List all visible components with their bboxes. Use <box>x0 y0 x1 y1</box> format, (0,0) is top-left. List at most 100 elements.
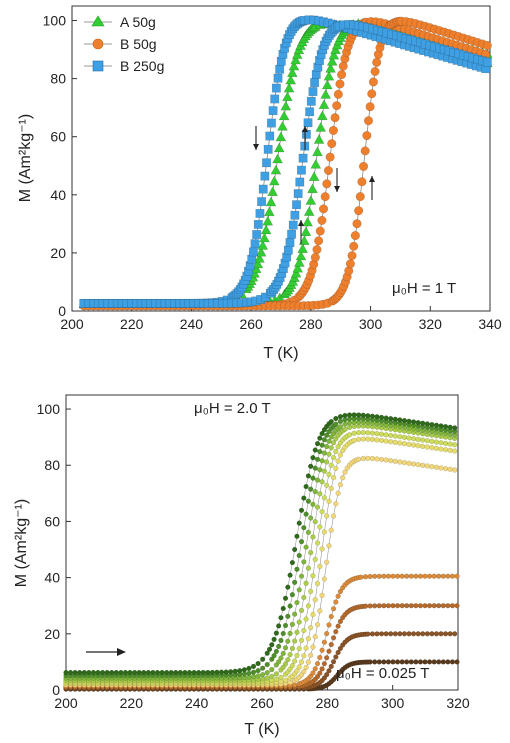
data-point <box>397 417 403 423</box>
y-tick-label: 40 <box>44 570 60 586</box>
data-point <box>289 560 295 566</box>
data-point <box>290 54 302 65</box>
data-point <box>312 666 318 672</box>
data-point <box>454 573 460 579</box>
data-point <box>317 449 323 455</box>
data-point <box>433 445 440 451</box>
data-point <box>410 419 417 425</box>
data-point <box>394 603 401 609</box>
data-point <box>335 623 341 629</box>
data-point <box>285 584 291 590</box>
data-point <box>367 89 377 99</box>
data-point <box>314 236 324 246</box>
data-point <box>293 189 303 199</box>
data-point <box>370 66 380 77</box>
data-point <box>173 669 179 676</box>
data-point <box>285 74 297 85</box>
y-tick-label: 20 <box>50 245 66 261</box>
data-point <box>420 437 426 443</box>
data-point <box>362 130 372 141</box>
data-point <box>141 669 147 676</box>
bottom-y-axis-title: M (Am²kg⁻¹) <box>13 499 30 587</box>
data-point <box>218 669 225 675</box>
data-point <box>314 456 321 462</box>
data-point <box>285 613 291 619</box>
data-point <box>266 118 276 128</box>
y-tick-label: 40 <box>50 187 66 203</box>
bottom-y-ticks: 0 20 40 60 80 100 <box>37 401 71 698</box>
y-tick-label: 60 <box>44 513 60 529</box>
data-point <box>399 659 405 665</box>
data-point <box>255 246 267 257</box>
data-point <box>404 659 410 665</box>
bottom-x-ticks: 200 220 240 260 280 300 320 <box>54 685 470 711</box>
top-legend: A 50g B 50g B 250g <box>78 10 190 74</box>
data-point <box>408 603 414 609</box>
data-point <box>316 110 328 121</box>
data-point <box>267 186 279 196</box>
data-point <box>337 618 344 625</box>
data-point <box>310 611 316 618</box>
data-point <box>326 498 332 504</box>
data-point <box>321 639 327 645</box>
data-point <box>303 664 309 671</box>
field-series-5 <box>63 436 459 687</box>
data-point <box>265 131 275 141</box>
field-series-9 <box>63 416 459 678</box>
data-point <box>282 622 289 629</box>
data-point <box>159 669 165 676</box>
data-point <box>374 431 380 437</box>
data-point <box>433 631 440 637</box>
data-point <box>292 262 304 273</box>
data-point <box>346 412 353 418</box>
data-point <box>308 588 314 595</box>
data-point <box>282 677 289 683</box>
direction-arrow-head <box>369 176 375 182</box>
data-point <box>401 631 408 637</box>
data-point <box>401 418 408 424</box>
data-point <box>440 573 446 579</box>
data-point <box>317 670 323 676</box>
data-point <box>252 258 264 269</box>
data-point <box>277 120 288 131</box>
data-point <box>278 110 290 121</box>
data-point <box>314 661 321 667</box>
data-point <box>296 587 302 593</box>
data-point <box>394 573 401 579</box>
data-point <box>406 441 412 447</box>
data-point <box>63 669 69 676</box>
data-point <box>301 559 307 565</box>
data-point <box>292 638 298 644</box>
data-point <box>275 131 287 142</box>
data-point <box>312 556 318 563</box>
data-point <box>271 653 277 659</box>
data-point <box>278 655 284 661</box>
data-point <box>319 647 325 653</box>
data-point <box>324 559 330 565</box>
data-point <box>452 467 458 473</box>
data-point <box>365 102 375 112</box>
data-point <box>200 669 206 676</box>
data-point <box>452 448 458 454</box>
data-point <box>254 252 265 263</box>
data-point <box>315 121 327 132</box>
data-point <box>433 439 440 445</box>
data-point <box>426 573 433 579</box>
data-point <box>262 215 274 226</box>
data-point <box>303 483 309 490</box>
top-series-group <box>78 15 493 311</box>
data-point <box>454 659 460 665</box>
data-point <box>385 573 392 579</box>
field-series-line <box>66 418 459 676</box>
data-point <box>308 515 314 521</box>
data-point <box>317 215 327 225</box>
data-point <box>303 206 315 216</box>
data-point <box>365 436 371 442</box>
data-point <box>154 669 161 676</box>
data-point <box>356 436 362 442</box>
data-point <box>376 659 382 665</box>
data-point <box>113 669 119 676</box>
data-point <box>257 197 267 207</box>
x-tick-label: 240 <box>180 316 204 332</box>
